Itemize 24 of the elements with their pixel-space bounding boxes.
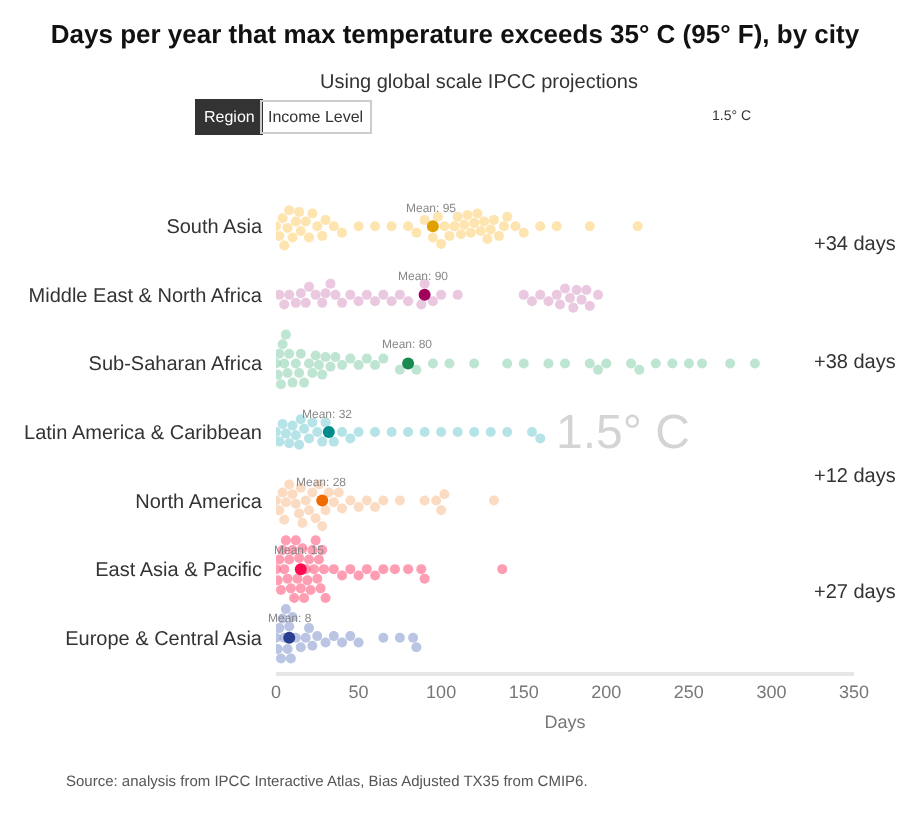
x-tick-label: 50 [348, 681, 369, 702]
x-tick-label: 200 [591, 681, 622, 702]
y-tick-label: South Asia [166, 217, 263, 240]
text: Income Level [268, 108, 364, 126]
x-tick-label: 300 [756, 681, 787, 702]
text: Region [204, 108, 255, 126]
x-tick-label: 0 [270, 681, 282, 702]
x-tick-label: 150 [508, 681, 539, 702]
x-tick-label: 250 [673, 681, 704, 702]
x-tick-label: 350 [838, 681, 870, 702]
chart-title: Days per year that max temperature exceeds 35° C (95° F), by city [50, 18, 861, 49]
x-tick-label: 100 [426, 681, 457, 702]
annotation: +34 days [814, 234, 896, 256]
annotation: +27 days [814, 582, 896, 604]
chart-subtitle: Using global scale IPCC projections [320, 72, 638, 94]
y-tick-label: East Asia & Pacific [95, 560, 262, 583]
y-tick-label: Middle East & North Africa [28, 285, 263, 308]
y-tick-label: Europe & Central Asia [65, 628, 263, 651]
y-tick-label: Latin America & Caribbean [24, 423, 262, 445]
x-axis-title: Days [544, 712, 587, 733]
annotation: +38 days [814, 352, 896, 374]
y-tick-label: North America [135, 491, 263, 514]
y-tick-label: Sub-Saharan Africa [88, 354, 263, 377]
annotation: +12 days [814, 466, 896, 488]
